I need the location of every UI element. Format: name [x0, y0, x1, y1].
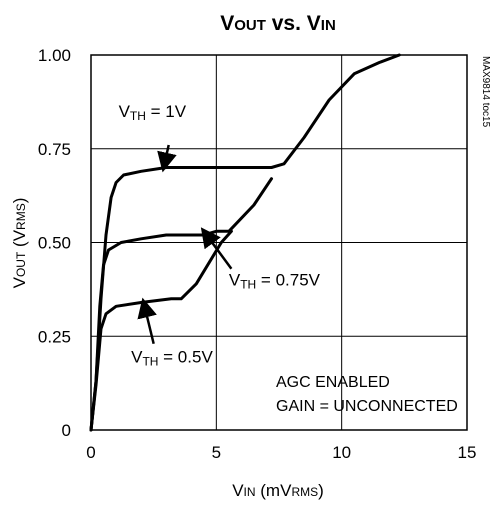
tick-labels: 0 5 10 15 0 0.25 0.50 0.75 1.00 — [38, 46, 477, 462]
y-tick-label-2: 0.50 — [38, 234, 71, 253]
info-line-2: GAIN = UNCONNECTED — [276, 398, 458, 415]
y-tick-label-1: 0.25 — [38, 327, 71, 346]
plot-frame — [90, 54, 468, 431]
series-line-2 — [89, 229, 233, 432]
x-tick-label-3: 15 — [458, 443, 477, 462]
x-tick-label-0: 0 — [86, 443, 95, 462]
side-note: MAX9814 toc15 — [480, 56, 491, 128]
series-label-1: VTH = 0.75V — [229, 271, 321, 292]
series-line-1 — [89, 177, 273, 432]
annotation-arrow-1 — [200, 227, 233, 270]
chart-title: VOUT vs. VIN — [220, 12, 336, 35]
y-tick-label-3: 0.75 — [38, 140, 71, 159]
x-tick-label-1: 5 — [212, 443, 221, 462]
annotations: VTH = 1V VTH = 0.75V VTH = 0.5V — [119, 102, 321, 369]
annotation-arrow-2 — [137, 297, 157, 345]
info-line-1: AGC ENABLED — [276, 374, 390, 391]
series-label-0: VTH = 1V — [119, 102, 187, 123]
y-tick-label-0: 0 — [62, 421, 71, 440]
y-tick-label-4: 1.00 — [38, 46, 71, 65]
series-label-2: VTH = 0.5V — [131, 348, 213, 369]
annotation-arrow-0 — [157, 144, 177, 173]
x-tick-label-2: 10 — [332, 443, 351, 462]
x-axis-label: VIN (mVRMS) — [232, 481, 324, 500]
y-axis-label: VOUT (VRMS) — [10, 198, 29, 289]
